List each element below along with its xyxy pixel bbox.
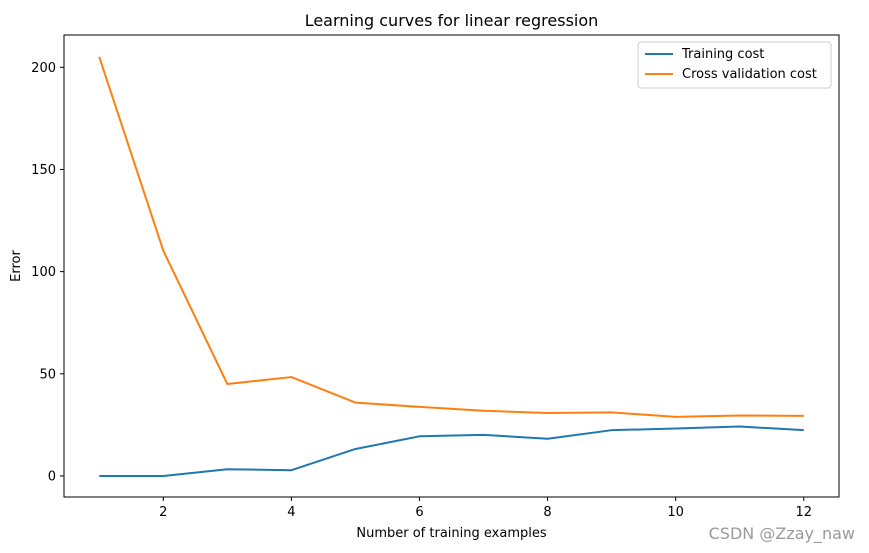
x-tick-label: 8 <box>543 505 551 520</box>
y-tick-label: 0 <box>48 469 56 484</box>
watermark: CSDN @Zzay_naw <box>709 524 855 544</box>
y-tick-label: 200 <box>31 61 56 76</box>
series-line-training-cost <box>99 425 804 477</box>
legend-box <box>637 41 832 89</box>
x-tick-label: 6 <box>415 505 423 520</box>
legend: Training cost Cross validation cost <box>637 41 832 89</box>
y-axis-label: Error <box>9 250 24 282</box>
y-tick-label: 150 <box>31 163 56 178</box>
x-tick-label: 10 <box>667 505 684 520</box>
x-tick-label: 2 <box>159 505 167 520</box>
y-axis: 0 50 100 150 200 <box>31 61 64 484</box>
chart-title: Learning curves for linear regression <box>305 11 599 30</box>
plot-area <box>63 34 840 498</box>
x-tick-label: 4 <box>287 505 295 520</box>
x-tick-label: 12 <box>795 505 812 520</box>
legend-label-cross-validation: Cross validation cost <box>682 67 817 82</box>
series-line-cross-validation-cost <box>98 56 804 418</box>
series-layer <box>98 56 804 477</box>
legend-label-training: Training cost <box>681 47 764 62</box>
y-tick-label: 50 <box>39 367 56 382</box>
y-tick-label: 100 <box>31 265 56 280</box>
x-axis: 2 4 6 8 10 12 <box>159 497 812 520</box>
x-axis-label: Number of training examples <box>356 526 546 541</box>
